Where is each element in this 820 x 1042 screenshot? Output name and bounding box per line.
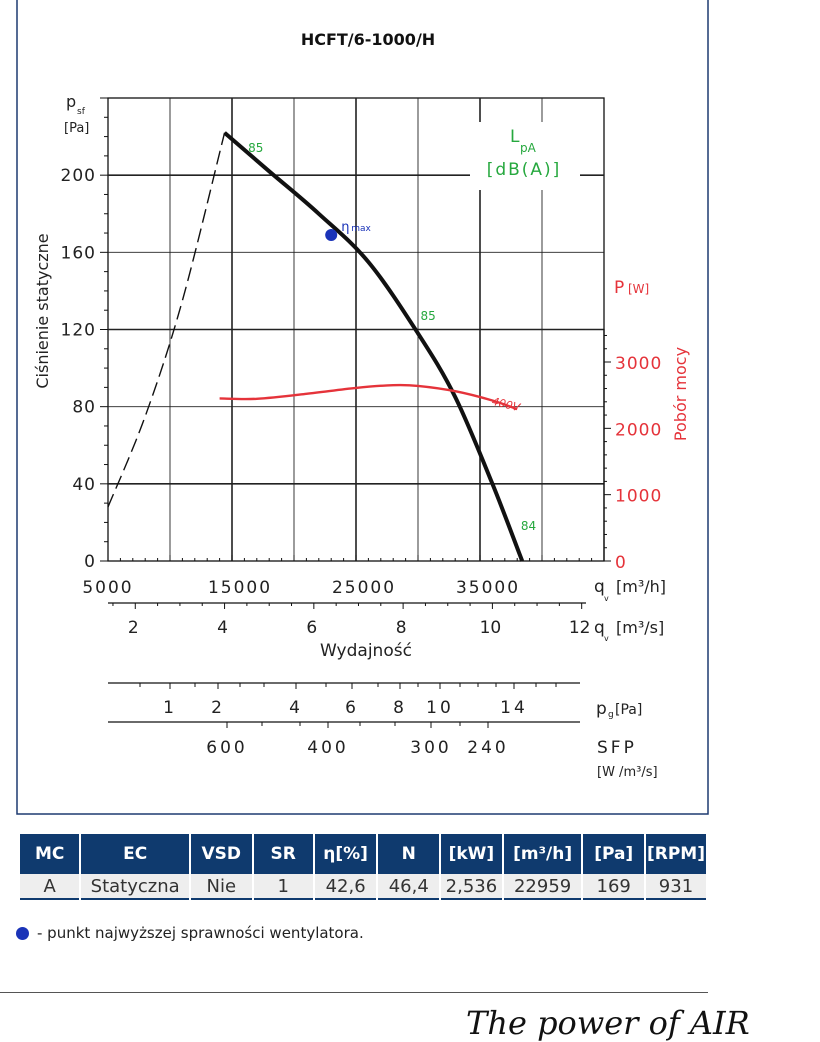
x-m3h-tick-label: 25000 [332, 578, 396, 598]
lpa-label-main: L [510, 127, 520, 147]
pg-tick-label: 14 [500, 698, 528, 718]
power-series-label: 400V [490, 395, 522, 415]
brand-signature: The power of AIR [466, 1004, 750, 1042]
table-cell: 169 [583, 874, 644, 900]
lpa-value-label: 85 [420, 309, 435, 323]
x-m3h-subscript: v [604, 594, 609, 603]
y-tick-label: 160 [61, 243, 96, 263]
table-header-cell: SR [253, 834, 313, 874]
power-curve-400v [219, 383, 518, 411]
pg-tick-label: 1 [163, 698, 177, 718]
pg-axis-subscript: g [608, 710, 614, 720]
pg-axis-symbol: p [596, 699, 607, 719]
table-header-cell: η[%] [314, 834, 377, 874]
eta-label-symbol: η [341, 220, 349, 235]
chart-frame [16, 0, 709, 815]
y-axis-symbol: p [66, 92, 76, 111]
chart-curves [107, 131, 525, 562]
y-tick-label: 120 [61, 321, 96, 341]
lpa-label-sub: pA [520, 141, 537, 155]
power-tick-label: 1000 [615, 487, 662, 507]
x-m3h-unit: [m³/h] [616, 577, 666, 596]
pg-axis-unit: [Pa] [615, 702, 642, 718]
x-m3h-tick-label: 5000 [82, 578, 133, 598]
power-tick-label: 0 [615, 553, 627, 573]
sfp-tick-label: 300 [410, 738, 451, 758]
power-tick-label: 2000 [615, 420, 662, 440]
pg-tick-label: 6 [345, 698, 359, 718]
table-header-cell: VSD [190, 834, 252, 874]
table-header-row: MC EC VSD SR η[%] N [kW] [m³/h] [Pa] [RPM] [20, 834, 706, 874]
table-cell: 2,536 [441, 874, 502, 900]
eta-dot-icon [16, 926, 29, 940]
power-tick-label: 3000 [615, 354, 662, 374]
stall-curve [107, 132, 226, 508]
sfp-axis-unit: [W /m³/s] [597, 765, 658, 780]
lpa-value-label: 85 [248, 141, 263, 155]
lpa-value-label: 84 [521, 519, 536, 533]
table-cell: 1 [253, 874, 313, 900]
x-m3s-tick-label: 4 [217, 618, 228, 638]
table-cell: Statyczna [81, 874, 189, 900]
x-m3s-tick-label: 2 [128, 618, 139, 638]
x-axis-title: Wydajność [320, 641, 412, 661]
y-tick-label: 80 [72, 398, 96, 418]
performance-chart: HCFT/6-1000/H 04080120160200psf[Pa]Ciśni… [16, 0, 709, 815]
table-header-cell: EC [81, 834, 189, 874]
chart-grid [107, 97, 605, 562]
parameters-table: MC EC VSD SR η[%] N [kW] [m³/h] [Pa] [RPM] A Staty… [18, 834, 708, 900]
y-axis-subscript: sf [77, 107, 86, 117]
x-m3h-symbol: q [594, 577, 605, 597]
table-header-cell: N [378, 834, 440, 874]
y-tick-label: 40 [72, 475, 96, 495]
sfp-axis-label: SFP [597, 738, 637, 758]
x-m3s-unit: [m³/s] [616, 618, 664, 637]
power-axis-title: Pobór mocy [671, 347, 690, 441]
pg-tick-label: 8 [393, 698, 407, 718]
y-axis-title: Ciśnienie statyczne [33, 233, 52, 388]
lpa-label-unit: [dB(A)] [487, 160, 562, 180]
y-tick-label: 0 [84, 552, 96, 572]
table-cell: Nie [190, 874, 252, 900]
power-axis-symbol: P [614, 278, 624, 298]
x-m3h-tick-label: 35000 [456, 578, 520, 598]
y-tick-label: 200 [61, 166, 96, 186]
pg-tick-label: 10 [426, 698, 454, 718]
x-m3s-tick-label: 12 [569, 618, 591, 638]
table-header-cell: MC [20, 834, 80, 874]
table-cell: 22959 [503, 874, 582, 900]
table-cell: 42,6 [314, 874, 377, 900]
table-header-cell: [RPM] [645, 834, 706, 874]
x-m3s-tick-label: 8 [396, 618, 407, 638]
sfp-tick-label: 600 [206, 738, 247, 758]
chart-title: HCFT/6-1000/H [301, 30, 435, 49]
pg-tick-label: 2 [211, 698, 225, 718]
x-m3s-symbol: q [594, 618, 605, 638]
pg-tick-label: 4 [289, 698, 303, 718]
footer-divider [0, 992, 708, 993]
x-m3s-tick-label: 10 [480, 618, 502, 638]
legend-note: - punkt najwyższej sprawności wentylator… [16, 924, 364, 942]
lpa-label-bg [470, 122, 580, 190]
table-header-cell: [m³/h] [503, 834, 582, 874]
table-cell: 931 [645, 874, 706, 900]
pressure-curve [223, 131, 525, 562]
x-m3s-subscript: v [604, 634, 609, 643]
y-axis-unit: [Pa] [64, 121, 89, 136]
x-m3h-tick-label: 15000 [208, 578, 272, 598]
sfp-tick-label: 240 [467, 738, 508, 758]
table-cell: 46,4 [378, 874, 440, 900]
x-m3s-tick-label: 6 [306, 618, 317, 638]
table-header-cell: [Pa] [583, 834, 644, 874]
eta-label-sub: max [351, 224, 371, 234]
table-cell: A [20, 874, 80, 900]
legend-note-text: - punkt najwyższej sprawności wentylator… [37, 924, 364, 942]
table-row: A Statyczna Nie 1 42,6 46,4 2,536 22959 169 931 [20, 874, 706, 900]
sfp-tick-label: 400 [307, 738, 348, 758]
table-header-cell: [kW] [441, 834, 502, 874]
eta-max-point [325, 228, 338, 241]
power-axis-unit: [W] [628, 282, 649, 296]
